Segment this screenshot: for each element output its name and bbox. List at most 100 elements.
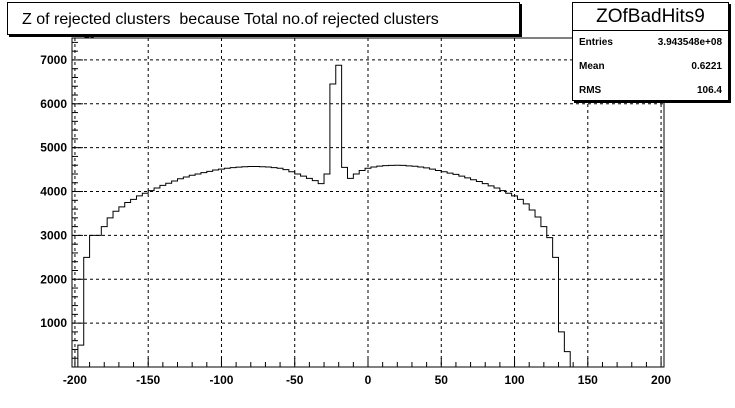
histogram-bar — [119, 207, 125, 367]
histogram-bar — [271, 168, 277, 367]
stats-row-rms: RMS 106.4 — [579, 85, 722, 101]
x-tick-label: 0 — [365, 373, 372, 387]
y-tick-label: 1000 — [40, 316, 67, 330]
histogram-bar — [306, 178, 312, 367]
histogram-bar — [441, 172, 447, 367]
histogram-bar — [494, 188, 500, 367]
histogram-bar — [213, 170, 219, 367]
histogram-bar — [553, 257, 559, 367]
histogram-bar — [84, 257, 90, 367]
histogram-bar — [558, 332, 564, 367]
histogram-bar — [342, 167, 348, 367]
y-tick-label: 3000 — [40, 228, 67, 242]
histogram-bar — [178, 179, 184, 367]
y-tick-label: 5000 — [40, 141, 67, 155]
histogram-bar — [523, 204, 529, 367]
histogram-bar — [142, 193, 148, 367]
histogram-bar — [101, 227, 107, 367]
histogram-bar — [160, 185, 166, 367]
histogram-bar — [424, 168, 430, 367]
stats-histogram-name: ZOfBadHits9 — [573, 3, 728, 31]
histogram-bar — [459, 176, 465, 367]
histogram-bar — [394, 165, 400, 367]
y-tick-label: 6000 — [40, 97, 67, 111]
histogram-bar — [512, 196, 518, 367]
histogram-bar — [107, 218, 113, 367]
histogram-bar — [476, 181, 482, 367]
histogram-bar — [488, 186, 494, 367]
chart-title: Z of rejected clusters because Total no.… — [22, 11, 439, 28]
histogram-bar — [371, 167, 377, 367]
x-tick-label: -200 — [63, 373, 87, 387]
histogram-bar — [283, 170, 289, 367]
stats-label: Entries — [579, 37, 613, 48]
histogram-bar — [131, 199, 137, 367]
stats-label: RMS — [579, 85, 602, 96]
histogram-bar — [482, 184, 488, 367]
histogram-bar — [541, 227, 547, 367]
histogram-bar — [230, 168, 236, 367]
histogram-bar — [383, 166, 389, 367]
histogram-bar — [347, 178, 353, 367]
stats-value: 3.943548e+08 — [657, 37, 722, 48]
x-tick-label: 100 — [505, 373, 525, 387]
y-tick-label: 7000 — [40, 53, 67, 67]
histogram-bar — [172, 181, 178, 367]
histogram-bar — [318, 184, 324, 367]
histogram-bar — [242, 167, 248, 367]
histogram-bar — [195, 174, 201, 367]
histogram-bar — [90, 235, 96, 367]
histogram-outline — [77, 64, 571, 367]
y-exponent-label: ×10 — [78, 30, 95, 41]
stats-label: Mean — [579, 61, 605, 72]
stats-value: 106.4 — [696, 85, 722, 96]
x-tick-label: -150 — [136, 373, 160, 387]
histogram-bar — [517, 199, 523, 367]
histogram-bar — [136, 196, 142, 367]
histogram-bar — [506, 193, 512, 367]
stats-row-mean: Mean 0.6221 — [579, 61, 722, 77]
histogram-bar — [447, 173, 453, 367]
x-tick-label: 200 — [651, 373, 671, 387]
stats-row-entries: Entries 3.943548e+08 — [579, 37, 722, 53]
histogram-bar — [295, 174, 301, 367]
histogram-bar — [277, 168, 283, 367]
histogram-bar — [465, 178, 471, 367]
histogram-bar — [406, 166, 412, 367]
histogram-bar — [453, 174, 459, 367]
stats-box: ZOfBadHits9 Entries 3.943548e+08 Mean 0.… — [572, 2, 729, 101]
histogram-bar — [248, 167, 254, 367]
histogram-bar — [189, 175, 195, 367]
histogram-bar — [301, 176, 307, 367]
histogram-bar — [430, 169, 436, 367]
x-tick-label: 150 — [578, 373, 598, 387]
axis-ticks: -200 -150 -100 -50 0 50 100 150 200 1000 2000 3000 4… — [40, 41, 671, 387]
histogram-bar — [412, 166, 418, 367]
histogram-bar — [78, 345, 84, 367]
histogram-bar — [312, 181, 318, 367]
histogram-bar — [471, 180, 477, 367]
histogram-bar — [236, 167, 242, 367]
stats-value: 0.6221 — [691, 61, 722, 72]
histogram-bar — [207, 171, 213, 367]
histogram-bar — [166, 183, 172, 367]
histogram-bar — [201, 173, 207, 367]
histogram-bar — [224, 168, 230, 367]
histogram-bar — [330, 84, 336, 367]
histogram-bar — [359, 170, 365, 367]
histogram-bar — [254, 167, 260, 367]
histogram-bar — [260, 167, 266, 367]
histogram-bar — [125, 203, 131, 368]
histogram-bar — [529, 210, 535, 367]
y-tick-label: 2000 — [40, 272, 67, 286]
x-tick-label: -100 — [209, 373, 233, 387]
histogram-bar — [564, 352, 570, 367]
histogram-bar — [154, 188, 160, 367]
histogram-bar — [183, 177, 189, 367]
histogram-bar — [435, 170, 441, 367]
histogram-bar — [95, 235, 101, 367]
title-box: Z of rejected clusters because Total no.… — [7, 2, 520, 35]
histogram-bar — [389, 165, 395, 367]
x-tick-label: -50 — [286, 373, 304, 387]
